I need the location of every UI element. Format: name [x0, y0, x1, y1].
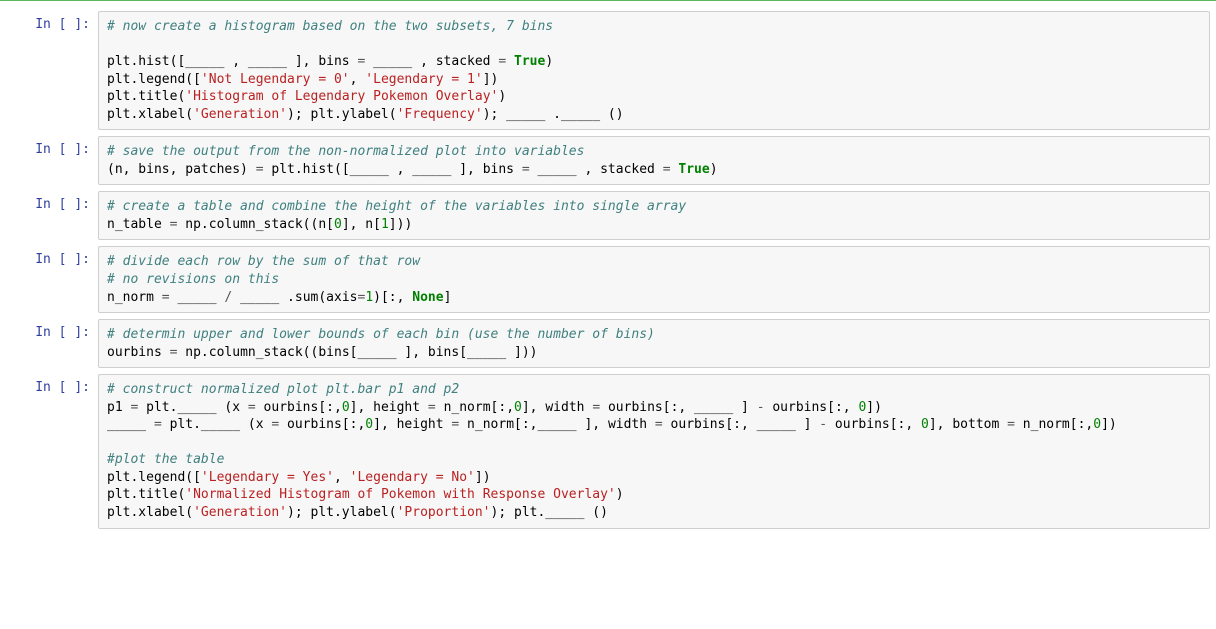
code-cell: In [ ]: # construct normalized plot plt.… [6, 374, 1210, 528]
code-cell: In [ ]: # divide each row by the sum of … [6, 246, 1210, 313]
code-source[interactable]: # divide each row by the sum of that row… [107, 253, 1201, 306]
input-area-wrap: # divide each row by the sum of that row… [98, 246, 1210, 313]
code-input-area[interactable]: # construct normalized plot plt.bar p1 a… [98, 374, 1210, 528]
input-prompt: In [ ]: [6, 136, 98, 185]
input-area-wrap: # construct normalized plot plt.bar p1 a… [98, 374, 1210, 528]
code-cell: In [ ]: # now create a histogram based o… [6, 11, 1210, 130]
code-input-area[interactable]: # now create a histogram based on the tw… [98, 11, 1210, 130]
code-input-area[interactable]: # create a table and combine the height … [98, 191, 1210, 240]
code-source[interactable]: # create a table and combine the height … [107, 198, 1201, 233]
input-prompt: In [ ]: [6, 191, 98, 240]
code-input-area[interactable]: # determin upper and lower bounds of eac… [98, 319, 1210, 368]
code-input-area[interactable]: # divide each row by the sum of that row… [98, 246, 1210, 313]
input-prompt: In [ ]: [6, 11, 98, 130]
input-prompt: In [ ]: [6, 319, 98, 368]
code-source[interactable]: # save the output from the non-normalize… [107, 143, 1201, 178]
input-area-wrap: # now create a histogram based on the tw… [98, 11, 1210, 130]
code-cell: In [ ]: # save the output from the non-n… [6, 136, 1210, 185]
code-source[interactable]: # determin upper and lower bounds of eac… [107, 326, 1201, 361]
input-area-wrap: # determin upper and lower bounds of eac… [98, 319, 1210, 368]
notebook-container: In [ ]: # now create a histogram based o… [0, 1, 1216, 545]
code-source[interactable]: # construct normalized plot plt.bar p1 a… [107, 381, 1201, 521]
code-cell: In [ ]: # determin upper and lower bound… [6, 319, 1210, 368]
input-prompt: In [ ]: [6, 374, 98, 528]
code-source[interactable]: # now create a histogram based on the tw… [107, 18, 1201, 123]
code-input-area[interactable]: # save the output from the non-normalize… [98, 136, 1210, 185]
input-area-wrap: # create a table and combine the height … [98, 191, 1210, 240]
input-prompt: In [ ]: [6, 246, 98, 313]
input-area-wrap: # save the output from the non-normalize… [98, 136, 1210, 185]
code-cell: In [ ]: # create a table and combine the… [6, 191, 1210, 240]
